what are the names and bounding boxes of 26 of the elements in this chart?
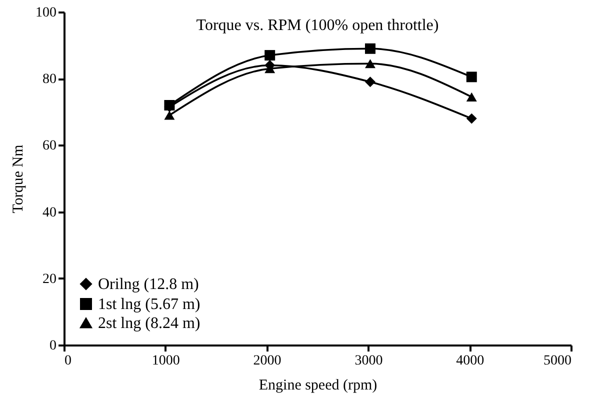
x-axis-title: Engine speed (rpm) [258, 378, 378, 394]
x-tick-label: 4000 [456, 354, 484, 368]
legend-label: Orilng (12.8 m) [98, 276, 199, 293]
y-tick-label: 0 [50, 338, 56, 354]
point [466, 92, 477, 102]
x-tick-label: 3000 [354, 354, 383, 368]
x-tick-label: 2000 [253, 354, 282, 368]
y-tick-label: 80 [42, 72, 56, 88]
x-tick-label: 0 [64, 354, 72, 368]
point [264, 50, 276, 61]
y-tick-label: 100 [36, 6, 56, 20]
point [364, 43, 376, 54]
point [164, 110, 175, 120]
y-tick-label: 60 [42, 138, 56, 154]
y-axis-title: Torque Nm [10, 144, 26, 214]
x-tick-label: 5000 [544, 354, 572, 368]
legend-label: 1st lng (5.67 m) [98, 296, 200, 313]
point [364, 76, 376, 88]
y-tick-label: 20 [42, 272, 56, 287]
chart-title: Torque vs. RPM (100% open throttle) [196, 17, 439, 34]
point [466, 113, 477, 124]
legend-label: 2st lng (8.24 m) [98, 315, 200, 332]
point [364, 59, 376, 68]
y-tick-label: 40 [42, 205, 56, 220]
x-tick-label: 1000 [152, 354, 180, 368]
point [466, 72, 477, 82]
